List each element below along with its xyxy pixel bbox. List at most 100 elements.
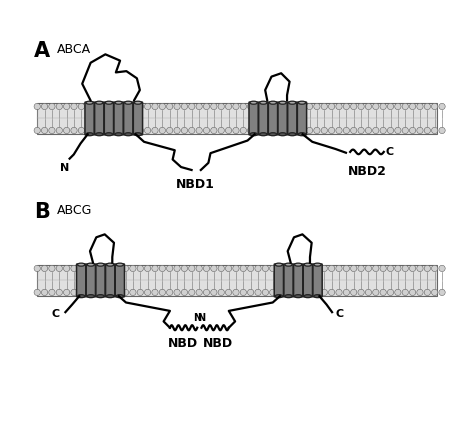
- Circle shape: [306, 265, 313, 272]
- Circle shape: [159, 265, 165, 272]
- Circle shape: [137, 103, 144, 110]
- Circle shape: [166, 265, 173, 272]
- Ellipse shape: [86, 133, 93, 136]
- Circle shape: [247, 289, 254, 295]
- Circle shape: [351, 289, 357, 295]
- Circle shape: [122, 103, 129, 110]
- FancyBboxPatch shape: [274, 264, 283, 297]
- Ellipse shape: [275, 295, 283, 298]
- Circle shape: [100, 127, 107, 134]
- Ellipse shape: [314, 263, 321, 266]
- Circle shape: [439, 103, 445, 110]
- Circle shape: [49, 265, 55, 272]
- Circle shape: [115, 127, 121, 134]
- Circle shape: [328, 127, 335, 134]
- Circle shape: [130, 265, 136, 272]
- Ellipse shape: [279, 133, 286, 136]
- Circle shape: [299, 265, 305, 272]
- Circle shape: [64, 127, 70, 134]
- Circle shape: [299, 103, 305, 110]
- Circle shape: [314, 103, 320, 110]
- Circle shape: [387, 103, 394, 110]
- Circle shape: [64, 289, 70, 295]
- Circle shape: [226, 289, 232, 295]
- Circle shape: [365, 289, 372, 295]
- Circle shape: [49, 103, 55, 110]
- Circle shape: [240, 289, 246, 295]
- Circle shape: [292, 289, 298, 295]
- Circle shape: [292, 265, 298, 272]
- Circle shape: [321, 265, 328, 272]
- Ellipse shape: [96, 101, 103, 104]
- FancyBboxPatch shape: [95, 102, 104, 135]
- Circle shape: [86, 289, 92, 295]
- Ellipse shape: [294, 263, 302, 266]
- Circle shape: [174, 289, 180, 295]
- Ellipse shape: [105, 101, 113, 104]
- Circle shape: [218, 103, 224, 110]
- Circle shape: [145, 289, 151, 295]
- Circle shape: [314, 265, 320, 272]
- Circle shape: [439, 289, 445, 295]
- Circle shape: [365, 103, 372, 110]
- Circle shape: [203, 103, 210, 110]
- Circle shape: [108, 127, 114, 134]
- Circle shape: [410, 127, 416, 134]
- Ellipse shape: [87, 295, 94, 298]
- FancyBboxPatch shape: [303, 264, 312, 297]
- Circle shape: [174, 265, 180, 272]
- Circle shape: [203, 265, 210, 272]
- Circle shape: [145, 103, 151, 110]
- Circle shape: [402, 289, 409, 295]
- Circle shape: [255, 289, 261, 295]
- FancyBboxPatch shape: [104, 102, 114, 135]
- Circle shape: [130, 103, 136, 110]
- Circle shape: [373, 289, 379, 295]
- Circle shape: [137, 289, 144, 295]
- Circle shape: [262, 265, 269, 272]
- Circle shape: [336, 127, 342, 134]
- Circle shape: [439, 127, 445, 134]
- Ellipse shape: [107, 263, 114, 266]
- Ellipse shape: [116, 295, 124, 298]
- Circle shape: [152, 289, 158, 295]
- Circle shape: [343, 103, 349, 110]
- Circle shape: [108, 265, 114, 272]
- Circle shape: [358, 289, 364, 295]
- Circle shape: [211, 289, 217, 295]
- Circle shape: [130, 127, 136, 134]
- Circle shape: [56, 103, 63, 110]
- Circle shape: [78, 289, 84, 295]
- Ellipse shape: [285, 263, 292, 266]
- Circle shape: [34, 289, 40, 295]
- Circle shape: [321, 103, 328, 110]
- Circle shape: [431, 127, 438, 134]
- Circle shape: [284, 289, 291, 295]
- Circle shape: [292, 103, 298, 110]
- Circle shape: [218, 265, 224, 272]
- FancyBboxPatch shape: [268, 102, 278, 135]
- Circle shape: [314, 127, 320, 134]
- Circle shape: [380, 289, 386, 295]
- Ellipse shape: [260, 133, 267, 136]
- Circle shape: [402, 265, 409, 272]
- Circle shape: [181, 265, 188, 272]
- Circle shape: [255, 127, 261, 134]
- Circle shape: [365, 265, 372, 272]
- Circle shape: [71, 265, 77, 272]
- Circle shape: [159, 127, 165, 134]
- Circle shape: [292, 127, 298, 134]
- FancyBboxPatch shape: [124, 102, 133, 135]
- Circle shape: [262, 103, 269, 110]
- Circle shape: [49, 127, 55, 134]
- Ellipse shape: [285, 295, 292, 298]
- Circle shape: [431, 265, 438, 272]
- Circle shape: [211, 127, 217, 134]
- Circle shape: [115, 103, 121, 110]
- Circle shape: [218, 127, 224, 134]
- Circle shape: [233, 127, 239, 134]
- Ellipse shape: [134, 133, 142, 136]
- Circle shape: [34, 103, 40, 110]
- FancyBboxPatch shape: [293, 264, 303, 297]
- Ellipse shape: [269, 101, 277, 104]
